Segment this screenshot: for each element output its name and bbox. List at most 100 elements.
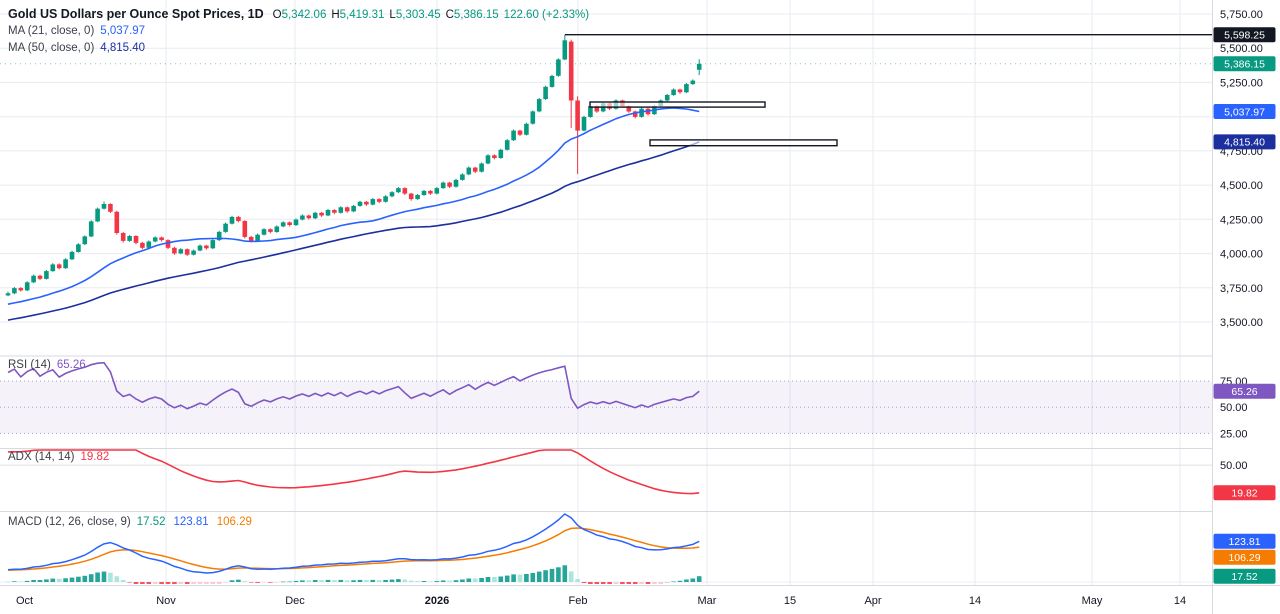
macd-line[interactable] bbox=[7, 513, 700, 574]
candle-body bbox=[549, 75, 555, 87]
price-axis[interactable] bbox=[1212, 0, 1280, 614]
hist-bar bbox=[421, 581, 427, 582]
hist-bar bbox=[178, 582, 184, 584]
price-range-box[interactable] bbox=[589, 101, 766, 108]
hist-bar bbox=[549, 568, 555, 582]
rsi-value: 65.26 bbox=[56, 359, 86, 371]
candle-body bbox=[434, 188, 440, 194]
hist-bar bbox=[140, 582, 145, 584]
hist-bar bbox=[517, 574, 523, 582]
candle-body bbox=[165, 240, 171, 248]
hist-bar bbox=[56, 578, 62, 582]
candle-body bbox=[396, 188, 401, 193]
hist-bar bbox=[485, 577, 491, 582]
candle-body bbox=[357, 201, 363, 206]
adx-badge: 19.82 bbox=[1213, 485, 1276, 501]
rsi-axis-label: 25.00 bbox=[1220, 428, 1248, 440]
candle-body bbox=[31, 275, 36, 283]
rsi-label[interactable]: RSI (14) bbox=[8, 359, 51, 371]
candle-body bbox=[376, 199, 382, 202]
candle-body bbox=[447, 182, 452, 187]
candle-body bbox=[133, 236, 139, 243]
macd-label[interactable]: MACD (12, 26, close, 9) bbox=[8, 516, 131, 528]
adx-legend: ADX (14, 14) 19.82 bbox=[8, 451, 117, 463]
macd-legend: MACD (12, 26, close, 9) 17.52 123.81 106.29 bbox=[8, 516, 260, 528]
hist-bar bbox=[242, 581, 248, 582]
hist-bar bbox=[415, 581, 420, 582]
candle-body bbox=[216, 231, 222, 241]
macd-signal-line[interactable] bbox=[7, 527, 700, 571]
ma50-line[interactable] bbox=[7, 141, 700, 321]
adx-value: 19.82 bbox=[80, 451, 110, 463]
hist-bar bbox=[696, 576, 702, 582]
hist-bar bbox=[396, 579, 401, 582]
candle-body bbox=[287, 222, 292, 225]
hist-bar bbox=[556, 567, 561, 582]
candle-body bbox=[530, 111, 536, 124]
candle-body bbox=[485, 155, 491, 164]
hist-bar bbox=[312, 580, 318, 582]
rsi-line[interactable] bbox=[7, 361, 700, 410]
candle-body bbox=[280, 222, 286, 227]
hist-bar bbox=[120, 580, 126, 582]
hist-bar bbox=[191, 582, 196, 584]
candle-body bbox=[69, 251, 75, 260]
hist-bar bbox=[76, 576, 81, 582]
candle-body bbox=[95, 208, 100, 222]
hist-bar bbox=[69, 577, 75, 582]
hist-bar bbox=[5, 581, 11, 583]
svg-text:5,037.97: 5,037.97 bbox=[1224, 106, 1265, 118]
candle-body bbox=[229, 216, 235, 224]
candle-body bbox=[581, 116, 587, 131]
hist-bar bbox=[389, 579, 395, 582]
hist-bar bbox=[184, 582, 190, 584]
candle-body bbox=[114, 211, 120, 233]
candles[interactable] bbox=[5, 34, 702, 297]
hist-bar bbox=[146, 582, 152, 584]
svg-text:123.81: 123.81 bbox=[1228, 536, 1260, 548]
time-axis-label: Oct bbox=[16, 595, 33, 607]
hist-bar bbox=[498, 576, 504, 582]
low-value: 5,303.45 bbox=[395, 9, 441, 21]
candle-body bbox=[236, 216, 241, 221]
hist-bar bbox=[568, 571, 574, 582]
price-axis-label: 3,750.00 bbox=[1220, 283, 1263, 295]
ma21-line[interactable] bbox=[7, 107, 700, 305]
ma21-label[interactable]: MA (21, close, 0) bbox=[8, 25, 95, 37]
time-axis-label: Apr bbox=[864, 595, 881, 607]
candle-body bbox=[197, 245, 203, 251]
candle-body bbox=[543, 86, 548, 100]
adx-line[interactable] bbox=[7, 449, 700, 495]
hist-bar bbox=[210, 582, 216, 584]
ma50-label[interactable]: MA (50, close, 0) bbox=[8, 42, 95, 54]
adx-label[interactable]: ADX (14, 14) bbox=[8, 451, 75, 463]
candle-body bbox=[268, 229, 273, 232]
hist-bar bbox=[351, 580, 356, 582]
candle-body bbox=[146, 241, 152, 248]
candle-body bbox=[248, 236, 254, 241]
candle-body bbox=[421, 190, 427, 195]
hist-bar bbox=[306, 580, 312, 582]
hist-bar bbox=[204, 582, 209, 584]
svg-text:5,386.15: 5,386.15 bbox=[1224, 59, 1265, 71]
hist-bar bbox=[18, 581, 24, 583]
price-axis-label: 5,750.00 bbox=[1220, 9, 1263, 21]
hist-bar bbox=[108, 572, 113, 582]
price-range-box[interactable] bbox=[649, 139, 838, 147]
macd-badge: 106.29 bbox=[1213, 549, 1276, 565]
hist-bar bbox=[364, 580, 369, 582]
candle-body bbox=[568, 41, 574, 101]
hist-bar bbox=[472, 578, 478, 582]
hist-bar bbox=[376, 580, 382, 582]
hist-bar bbox=[671, 581, 676, 583]
time-axis[interactable] bbox=[0, 586, 1212, 614]
candle-body bbox=[338, 207, 344, 213]
hist-bar bbox=[524, 574, 529, 582]
candle-body bbox=[88, 221, 94, 237]
hist-bar bbox=[562, 565, 568, 582]
open-value: 5,342.06 bbox=[281, 9, 327, 21]
symbol-title[interactable]: Gold US Dollars per Ounce Spot Prices, 1… bbox=[8, 7, 264, 21]
candle-body bbox=[178, 249, 184, 254]
